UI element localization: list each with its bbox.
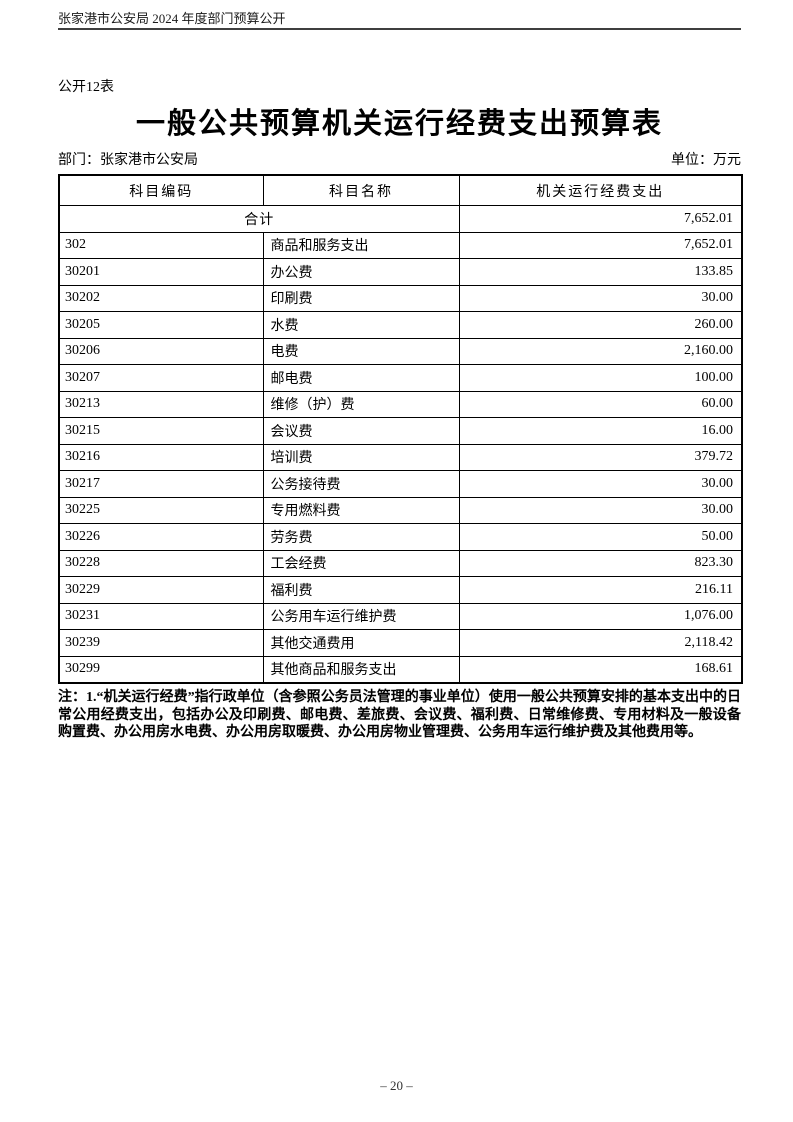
table-cell-code: 30202 bbox=[58, 284, 264, 312]
table-cell-code: 30205 bbox=[58, 311, 264, 339]
table-cell-code: 302 bbox=[58, 231, 264, 259]
document-page: 张家港市公安局 2024 年度部门预算公开 公开12表 一般公共预算机关运行经费… bbox=[58, 0, 743, 742]
column-header-subject-name: 科目名称 bbox=[262, 174, 460, 206]
table-row: 30206 电费 2,160.00 bbox=[58, 337, 743, 365]
column-header-subject-code: 科目编码 bbox=[58, 174, 264, 206]
table-cell-value: 379.72 bbox=[458, 443, 743, 471]
table-cell-value: 168.61 bbox=[458, 655, 743, 684]
table-row: 30225 专用燃料费 30.00 bbox=[58, 496, 743, 524]
table-cell-name: 印刷费 bbox=[262, 284, 460, 312]
table-cell-value: 133.85 bbox=[458, 258, 743, 286]
table-cell-name: 专用燃料费 bbox=[262, 496, 460, 524]
table-cell-code: 30239 bbox=[58, 629, 264, 657]
table-cell-code: 30226 bbox=[58, 523, 264, 551]
table-cell-name: 劳务费 bbox=[262, 523, 460, 551]
table-cell-code: 30231 bbox=[58, 602, 264, 630]
table-cell-value: 50.00 bbox=[458, 523, 743, 551]
table-cell-name: 公务用车运行维护费 bbox=[262, 602, 460, 630]
table-row: 30217 公务接待费 30.00 bbox=[58, 470, 743, 498]
table-cell-name: 其他交通费用 bbox=[262, 629, 460, 657]
table-cell-code: 30229 bbox=[58, 576, 264, 604]
table-row: 30201 办公费 133.85 bbox=[58, 258, 743, 286]
table-cell-name: 水费 bbox=[262, 311, 460, 339]
table-row: 302 商品和服务支出 7,652.01 bbox=[58, 231, 743, 259]
table-cell-value: 16.00 bbox=[458, 417, 743, 445]
table-cell-value: 100.00 bbox=[458, 364, 743, 392]
table-cell-value: 216.11 bbox=[458, 576, 743, 604]
table-cell-code: 30206 bbox=[58, 337, 264, 365]
unit-label: 单位：万元 bbox=[671, 153, 741, 168]
table-row: 30231 公务用车运行维护费 1,076.00 bbox=[58, 602, 743, 630]
table-cell-code: 30213 bbox=[58, 390, 264, 418]
table-row: 30205 水费 260.00 bbox=[58, 311, 743, 339]
table-cell-value: 260.00 bbox=[458, 311, 743, 339]
table-cell-name: 会议费 bbox=[262, 417, 460, 445]
table-cell-value: 7,652.01 bbox=[458, 231, 743, 259]
total-row-value: 7,652.01 bbox=[458, 205, 743, 233]
table-cell-value: 30.00 bbox=[458, 470, 743, 498]
table-row: 30229 福利费 216.11 bbox=[58, 576, 743, 604]
table-row: 30226 劳务费 50.00 bbox=[58, 523, 743, 551]
table-cell-name: 工会经费 bbox=[262, 549, 460, 577]
table-cell-value: 30.00 bbox=[458, 496, 743, 524]
table-row: 30213 维修（护）费 60.00 bbox=[58, 390, 743, 418]
table-row: 30207 邮电费 100.00 bbox=[58, 364, 743, 392]
department-label: 部门：张家港市公安局 bbox=[58, 153, 198, 168]
table-row: 30216 培训费 379.72 bbox=[58, 443, 743, 471]
table-cell-code: 30201 bbox=[58, 258, 264, 286]
table-cell-name: 办公费 bbox=[262, 258, 460, 286]
column-header-operating-expense: 机关运行经费支出 bbox=[458, 174, 743, 206]
table-cell-name: 其他商品和服务支出 bbox=[262, 655, 460, 684]
table-row: 30215 会议费 16.00 bbox=[58, 417, 743, 445]
table-row: 30299 其他商品和服务支出 168.61 bbox=[58, 655, 743, 684]
document-header-text: 张家港市公安局 2024 年度部门预算公开 bbox=[58, 11, 286, 26]
page-title: 一般公共预算机关运行经费支出预算表 bbox=[135, 108, 663, 140]
table-cell-name: 培训费 bbox=[262, 443, 460, 471]
table-cell-value: 30.00 bbox=[458, 284, 743, 312]
page-number: – 20 – bbox=[380, 1078, 413, 1093]
table-cell-code: 30215 bbox=[58, 417, 264, 445]
table-cell-code: 30216 bbox=[58, 443, 264, 471]
table-cell-code: 30225 bbox=[58, 496, 264, 524]
table-row: 30239 其他交通费用 2,118.42 bbox=[58, 629, 743, 657]
total-row: 合计 7,652.01 bbox=[58, 205, 743, 233]
table-cell-code: 30299 bbox=[58, 655, 264, 684]
table-header-row: 科目编码 科目名称 机关运行经费支出 bbox=[58, 174, 743, 206]
table-cell-value: 1,076.00 bbox=[458, 602, 743, 630]
table-number-label: 公开12表 bbox=[58, 80, 114, 95]
table-cell-value: 2,160.00 bbox=[458, 337, 743, 365]
table-cell-name: 维修（护）费 bbox=[262, 390, 460, 418]
table-cell-name: 邮电费 bbox=[262, 364, 460, 392]
table-row: 30202 印刷费 30.00 bbox=[58, 284, 743, 312]
table-cell-name: 商品和服务支出 bbox=[262, 231, 460, 259]
footnote-text: 注：1.“机关运行经费”指行政单位（含参照公务员法管理的事业单位）使用一般公共预… bbox=[58, 690, 741, 740]
table-row: 30228 工会经费 823.30 bbox=[58, 549, 743, 577]
table-cell-name: 公务接待费 bbox=[262, 470, 460, 498]
table-cell-name: 福利费 bbox=[262, 576, 460, 604]
table-cell-value: 60.00 bbox=[458, 390, 743, 418]
table-cell-value: 2,118.42 bbox=[458, 629, 743, 657]
table-cell-name: 电费 bbox=[262, 337, 460, 365]
document-header: 张家港市公安局 2024 年度部门预算公开 bbox=[58, 0, 741, 30]
table-cell-code: 30228 bbox=[58, 549, 264, 577]
meta-row: 部门：张家港市公安局 单位：万元 bbox=[58, 153, 741, 169]
total-row-label: 合计 bbox=[58, 205, 460, 233]
table-cell-code: 30217 bbox=[58, 470, 264, 498]
table-cell-code: 30207 bbox=[58, 364, 264, 392]
budget-table: 科目编码 科目名称 机关运行经费支出 合计 7,652.01 302 商品和服务支… bbox=[58, 174, 743, 684]
table-cell-value: 823.30 bbox=[458, 549, 743, 577]
